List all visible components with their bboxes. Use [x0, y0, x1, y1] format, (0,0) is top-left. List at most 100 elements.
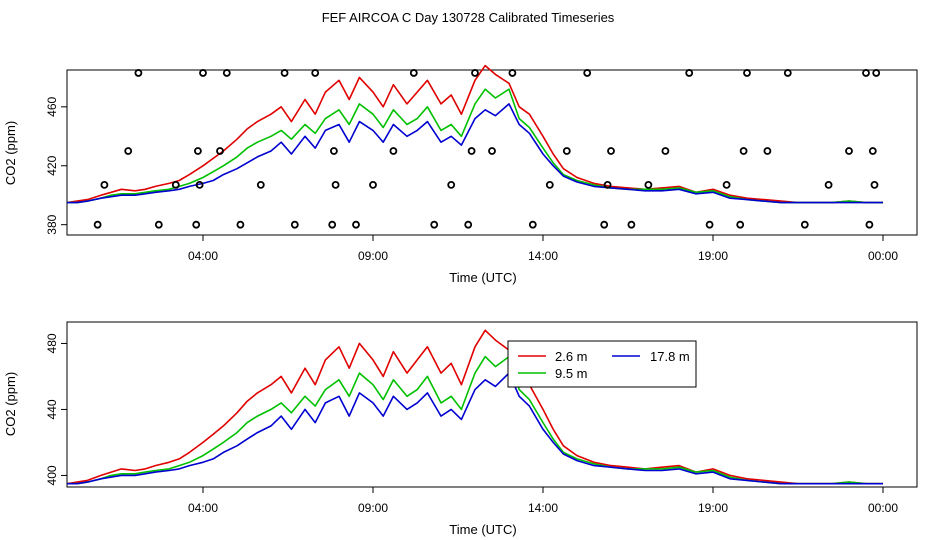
bottom-y-label: CO2 (ppm): [3, 372, 18, 436]
calibration-marker-point: [736, 220, 745, 229]
x-tick-label: 19:00: [698, 249, 728, 263]
top-y-label: CO2 (ppm): [3, 121, 18, 185]
calibration-marker-point: [471, 69, 479, 77]
calibration-marker-point: [627, 220, 636, 229]
calibration-marker-point: [100, 181, 109, 189]
y-tick-label: 400: [45, 465, 59, 485]
calibration-marker-point: [195, 181, 204, 189]
calibration-marker-point: [328, 220, 337, 229]
calibration-marker-point: [583, 69, 592, 77]
calibration-marker-point: [845, 147, 853, 155]
calibration-marker-point: [862, 69, 870, 77]
series-line-17-8-m: [67, 103, 883, 204]
top-calibration-markers: [93, 69, 881, 229]
calibration-marker-point: [236, 220, 245, 229]
calibration-marker-point: [93, 220, 102, 229]
calibration-marker-point: [743, 69, 751, 77]
top-y-axis: 380 420 460: [45, 96, 67, 235]
x-tick-label: 00:00: [868, 249, 898, 263]
calibration-marker-point: [603, 181, 612, 189]
top-x-axis: 04:00 09:00 14:00 19:00 00:00: [188, 235, 898, 263]
calibration-marker-point: [389, 147, 398, 155]
legend: 2.6 m 9.5 m 17.8 m: [507, 340, 697, 388]
calibration-marker-point: [430, 220, 439, 229]
bottom-panel: 400 440 480 04:00 09:00 14:00 19:00 00:00 Time…: [3, 321, 918, 537]
top-x-label: Time (UTC): [449, 270, 516, 285]
calibration-marker-point: [685, 69, 694, 77]
calibration-marker-point: [464, 220, 473, 229]
figure-title: FEF AIRCOA C Day 130728 Calibrated Times…: [322, 10, 615, 25]
calibration-marker-point: [216, 147, 224, 155]
x-tick-label: 00:00: [868, 501, 898, 515]
x-tick-label: 14:00: [528, 501, 558, 515]
calibration-marker-point: [256, 181, 265, 189]
x-tick-label: 04:00: [188, 501, 218, 515]
x-tick-label: 04:00: [188, 249, 218, 263]
calibration-marker-point: [739, 147, 748, 155]
calibration-marker-point: [783, 69, 792, 77]
top-panel: 380 420 460 04:00 09:00 14:00 19:00 00:00 Time…: [3, 64, 918, 285]
calibration-marker-point: [171, 181, 180, 189]
bottom-y-axis: 400 440 480: [45, 333, 67, 485]
calibration-marker-point: [868, 147, 877, 155]
y-tick-label: 420: [45, 155, 59, 175]
calibration-marker-point: [331, 181, 340, 189]
calibration-marker-point: [705, 220, 714, 229]
calibration-marker-point: [134, 69, 143, 77]
calibration-marker-point: [329, 147, 338, 155]
bottom-x-axis: 04:00 09:00 14:00 19:00 00:00: [188, 487, 898, 515]
calibration-marker-point: [290, 220, 299, 229]
calibration-marker-point: [154, 220, 163, 229]
top-plot-frame: [66, 69, 918, 236]
series-line-9-5-m: [67, 88, 883, 204]
calibration-marker-point: [409, 69, 418, 77]
calibration-marker-point: [488, 147, 496, 155]
y-tick-label: 380: [45, 214, 59, 234]
calibration-marker-point: [352, 220, 360, 229]
legend-label-2-6m: 2.6 m: [555, 349, 588, 364]
x-tick-label: 14:00: [528, 249, 558, 263]
calibration-marker-point: [528, 220, 537, 229]
calibration-marker-point: [192, 220, 201, 229]
bottom-plot-frame: [66, 321, 918, 488]
calibration-marker-point: [865, 220, 874, 229]
calibration-marker-point: [722, 181, 731, 189]
calibration-marker-point: [199, 69, 207, 77]
calibration-marker-point: [824, 181, 833, 189]
calibration-marker-point: [311, 69, 320, 77]
calibration-marker-point: [872, 69, 881, 77]
series-line-2-6-m: [66, 329, 883, 485]
calibration-marker-point: [193, 147, 202, 155]
y-tick-label: 460: [45, 96, 59, 116]
bottom-series-group: [66, 329, 883, 485]
calibration-marker-point: [763, 147, 772, 155]
x-tick-label: 09:00: [358, 501, 388, 515]
calibration-marker-point: [222, 69, 231, 77]
legend-label-9-5m: 9.5 m: [555, 366, 588, 381]
series-line-2-6-m: [66, 64, 883, 204]
calibration-marker-point: [661, 147, 670, 155]
legend-box: [507, 340, 697, 388]
calibration-marker-point: [600, 220, 609, 229]
y-tick-label: 480: [45, 333, 59, 353]
x-tick-label: 19:00: [698, 501, 728, 515]
calibration-marker-point: [545, 181, 554, 189]
calibration-marker-point: [369, 181, 377, 189]
top-series-group: [66, 64, 883, 204]
bottom-x-label: Time (UTC): [449, 522, 516, 537]
calibration-marker-point: [800, 220, 809, 229]
calibration-marker-point: [644, 181, 653, 189]
x-tick-label: 09:00: [358, 249, 388, 263]
series-line-9-5-m: [67, 355, 883, 485]
legend-label-17-8m: 17.8 m: [650, 349, 690, 364]
calibration-marker-point: [124, 147, 133, 155]
series-line-17-8-m: [67, 372, 883, 485]
y-tick-label: 440: [45, 399, 59, 419]
calibration-marker-point: [607, 147, 615, 155]
calibration-marker-point: [467, 147, 476, 155]
calibration-marker-point: [562, 147, 571, 155]
calibration-marker-point: [870, 181, 879, 189]
calibration-marker-point: [447, 181, 456, 189]
calibration-marker-point: [508, 69, 517, 77]
